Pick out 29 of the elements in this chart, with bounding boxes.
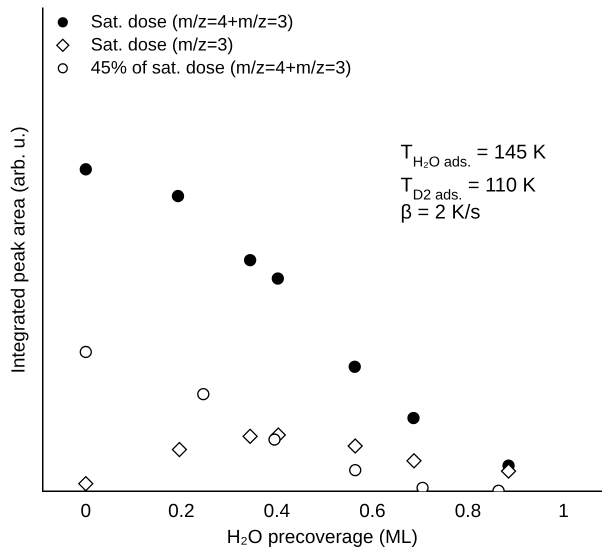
point — [78, 476, 94, 492]
x-tick-label: 0.8 — [454, 501, 482, 522]
x-tick-label: 0.6 — [359, 501, 386, 522]
point — [348, 360, 361, 373]
point — [406, 453, 422, 468]
x-tick-label: 0.4 — [264, 501, 291, 522]
point — [268, 433, 281, 446]
point — [172, 442, 188, 458]
x-tick-label: 0.2 — [168, 501, 195, 522]
point — [242, 428, 258, 444]
legend-label: 45% of sat. dose (m/z=4+m/z=3) — [90, 57, 352, 78]
x-tick-label: 1 — [558, 501, 569, 522]
point — [80, 346, 92, 358]
legend-label: Sat. dose (m/z=3) — [90, 34, 234, 54]
point — [349, 464, 362, 476]
point — [197, 388, 210, 400]
point — [416, 482, 429, 492]
x-tick-label: 0 — [80, 501, 92, 522]
point — [172, 190, 184, 202]
x-axis-title: H₂O precoverage (ML) — [226, 526, 418, 548]
point — [348, 438, 363, 454]
point — [272, 272, 284, 285]
annotation: β = 2 K/s — [400, 201, 480, 224]
point — [407, 412, 420, 424]
legend-label: Sat. dose (m/z=4+m/z=3) — [90, 11, 294, 32]
point — [80, 163, 92, 176]
point — [244, 254, 256, 266]
point — [500, 463, 516, 479]
y-axis-title: Integrated peak area (arb. u.) — [8, 126, 30, 374]
